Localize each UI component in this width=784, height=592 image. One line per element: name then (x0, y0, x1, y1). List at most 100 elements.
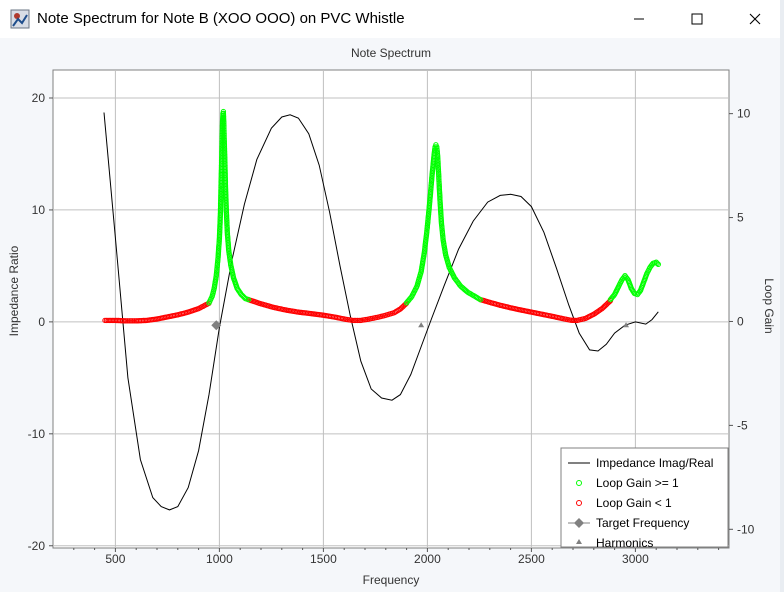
x-tick-label: 1500 (310, 552, 337, 566)
legend-circle-swatch (576, 480, 582, 486)
loop-gain-high-point (217, 205, 224, 212)
loop-gain-high-point (221, 132, 227, 139)
y-tick-label: -20 (28, 539, 46, 553)
x-tick-label: 500 (105, 552, 125, 566)
loop-gain-high-point (223, 206, 230, 212)
loop-gain-high-point (436, 177, 442, 183)
loop-gain-high-point (220, 112, 227, 118)
maximize-button[interactable] (668, 0, 726, 38)
loop-gain-high-point (221, 120, 227, 127)
x-tick-label: 2000 (414, 552, 441, 566)
loop-gain-low-point (124, 318, 131, 324)
loop-gain-high-point (214, 268, 220, 274)
harmonics-marker (623, 322, 630, 328)
axis-ticks: 500 1000 1500 2000 2500 3000 -20 -10 0 10 20 -10 -5 0… (28, 91, 755, 566)
impedance-line (103, 112, 659, 511)
loop-gain-high-point (221, 127, 227, 134)
loop-gain-high-point (215, 258, 221, 264)
y2-tick-label: 5 (737, 211, 744, 225)
loop-gain-low-point (353, 317, 359, 324)
loop-gain-high-point (221, 125, 227, 132)
loop-gain-high-point (654, 260, 660, 266)
legend-label: Harmonics (596, 536, 653, 550)
legend-label: Loop Gain < 1 (596, 496, 672, 510)
minimize-icon (634, 18, 644, 20)
y2-tick-label: 10 (737, 107, 751, 121)
loop-gain-high-point (220, 115, 227, 122)
loop-gain-high-point (217, 207, 224, 213)
loop-gain-high-point (434, 144, 440, 150)
y-tick-label: 20 (32, 91, 46, 105)
x-axis-label: Frequency (363, 573, 420, 587)
loop-gain-high-point (436, 173, 442, 180)
loop-gain-high-point (439, 224, 445, 230)
loop-gain-high-point (435, 168, 442, 175)
window-titlebar[interactable]: Note Spectrum for Note B (XOO OOO) on PV… (0, 0, 784, 38)
loop-gain-low-point (349, 317, 356, 324)
loop-gain-high-point (221, 117, 227, 123)
loop-gain-high-point (440, 234, 446, 240)
window-edge (780, 0, 784, 592)
app-icon (10, 9, 30, 29)
x-tick-label: 1000 (206, 552, 233, 566)
loop-gain-low-point (351, 317, 357, 324)
harmonics-marker (418, 322, 425, 328)
loop-gain-high-point (436, 172, 442, 178)
legend-triangle-swatch (576, 539, 582, 544)
y-tick-label: 0 (38, 315, 45, 329)
loop-gain-high-point (435, 155, 441, 162)
loop-gain-high-point (214, 263, 221, 269)
y-tick-label: -10 (28, 427, 46, 441)
loop-gain-high-point (221, 124, 227, 130)
loop-gain-high-point (436, 178, 442, 185)
legend-circle-swatch (576, 500, 582, 506)
legend-label: Loop Gain >= 1 (596, 476, 679, 490)
loop-gain-high-point (224, 216, 230, 222)
y-tick-label: 10 (32, 203, 46, 217)
close-icon (749, 13, 761, 25)
chart-title: Note Spectrum (351, 46, 431, 60)
loop-gain-low-point (572, 317, 579, 324)
loop-gain-high-point (655, 261, 661, 268)
x-tick-label: 2500 (518, 552, 545, 566)
loop-gain-high-point (223, 211, 230, 217)
y2-tick-label: -5 (737, 418, 748, 432)
target-frequency-marker (211, 320, 222, 331)
chart-panel: Note Spectrum Frequency Impedance Ratio … (0, 38, 784, 592)
legend: Impedance Imag/Real Loop Gain >= 1 Loop Ga… (560, 447, 729, 550)
loop-gain-high-point (217, 209, 224, 215)
legend-label: Impedance Imag/Real (596, 456, 713, 470)
minimize-button[interactable] (610, 0, 668, 38)
window-title: Note Spectrum for Note B (XOO OOO) on PV… (37, 10, 405, 27)
y-axis-label: Impedance Ratio (7, 245, 21, 336)
series-layer (102, 108, 661, 511)
loop-gain-high-point (245, 296, 252, 303)
y2-axis-label: Loop Gain (762, 278, 776, 333)
loop-gain-low-point (356, 317, 362, 324)
loop-gain-high-point (224, 221, 230, 227)
loop-gain-high-point (224, 219, 230, 226)
loop-gain-high-point (220, 110, 227, 117)
loop-gain-high-point (221, 129, 227, 135)
loop-gain-high-point (218, 196, 224, 202)
loop-gain-low-point (130, 318, 136, 324)
y2-tick-label: 0 (737, 314, 744, 328)
loop-gain-high-point (220, 108, 227, 115)
loop-gain-high-point (435, 165, 441, 171)
loop-gain-low-point (354, 317, 361, 324)
loop-gain-low-point (123, 318, 129, 324)
loop-gain-high-point (477, 296, 484, 303)
close-button[interactable] (726, 0, 784, 38)
loop-gain-low-point (126, 318, 133, 324)
loop-gain-low-point (128, 318, 134, 324)
loop-gain-high-point (224, 226, 230, 232)
legend-box (560, 447, 729, 548)
loop-gain-high-point (221, 122, 227, 129)
legend-diamond-swatch (574, 518, 584, 528)
maximize-icon (691, 13, 703, 25)
loop-gain-high-point (439, 229, 446, 235)
loop-gain-high-point (221, 134, 227, 140)
loop-gain-high-point (221, 130, 227, 137)
loop-gain-high-point (220, 114, 227, 120)
note-spectrum-chart: Note Spectrum Frequency Impedance Ratio … (7, 46, 776, 587)
